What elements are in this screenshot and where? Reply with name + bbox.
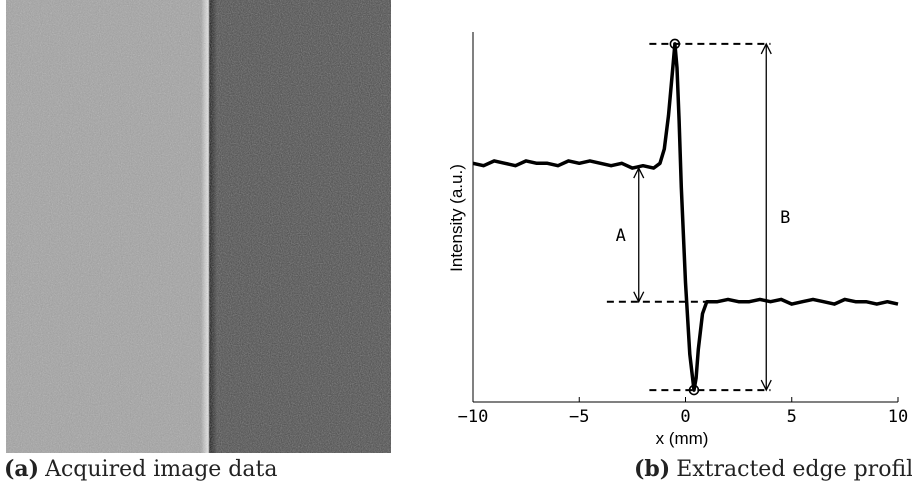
caption-a-tag: (a) — [4, 456, 40, 482]
x-tick-label: −10 — [458, 407, 489, 427]
peak-marker — [669, 38, 681, 50]
arrow-b-label: B — [780, 208, 790, 228]
peak-marker — [688, 384, 700, 396]
x-tick-label: 0 — [680, 407, 690, 427]
x-tick-label: −5 — [569, 407, 589, 427]
edge-profile-line — [472, 42, 899, 392]
arrow-b-head-bottom — [760, 379, 772, 392]
series-group — [472, 42, 899, 392]
x-tick-label: 10 — [888, 407, 908, 427]
arrow-a-head-bottom — [633, 291, 645, 304]
caption-b-tag: (b) — [634, 456, 671, 482]
chart-axes — [472, 32, 898, 403]
measurement-arrows: AB — [616, 42, 790, 392]
caption-b: (b) Extracted edge profile — [634, 456, 912, 482]
acquired-image — [6, 0, 391, 453]
x-tick-label: 5 — [787, 407, 797, 427]
x-axis-label: x (mm) — [656, 429, 709, 448]
arrow-b-head-top — [760, 42, 772, 55]
reference-lines — [606, 42, 771, 392]
x-ticks: −10 −5 0 5 10 — [458, 397, 908, 427]
image-noise — [6, 0, 391, 453]
y-axis-label: Intensity (a.u.) — [447, 164, 466, 272]
arrow-a-label: A — [616, 226, 626, 246]
caption-a-text: Acquired image data — [45, 457, 278, 482]
peak-markers — [669, 38, 700, 396]
caption-b-text: Extracted edge profile — [676, 457, 912, 482]
caption-a: (a) Acquired image data — [4, 456, 277, 482]
